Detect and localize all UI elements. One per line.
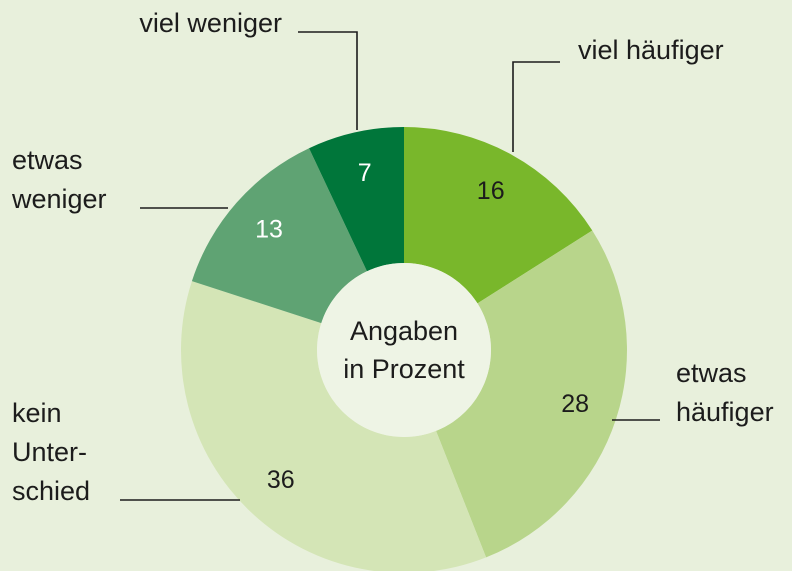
category-label: kein [12, 398, 62, 428]
slice [181, 281, 487, 571]
center-label: Angaben [350, 316, 458, 346]
slice [191, 148, 367, 324]
category-label: etwas [12, 145, 83, 175]
slice [404, 127, 593, 304]
center-label: in Prozent [343, 354, 465, 384]
leader-line [298, 31, 358, 130]
value-label: 13 [255, 216, 283, 244]
slice [436, 230, 627, 558]
value-label: 28 [561, 390, 589, 418]
value-label: 7 [358, 159, 372, 187]
donut [181, 127, 627, 571]
category-label: viel weniger [139, 8, 282, 38]
value-label: 16 [477, 177, 505, 205]
category-label: häufiger [676, 397, 774, 427]
category-label: weniger [11, 184, 107, 214]
category-label: viel häufiger [578, 35, 724, 65]
category-label: etwas [676, 358, 747, 388]
category-label: Unter- [12, 437, 87, 467]
center-circle [317, 263, 491, 437]
category-label: schied [12, 476, 90, 506]
slice [309, 127, 404, 272]
leader-line [512, 61, 560, 152]
value-label: 36 [267, 466, 295, 494]
